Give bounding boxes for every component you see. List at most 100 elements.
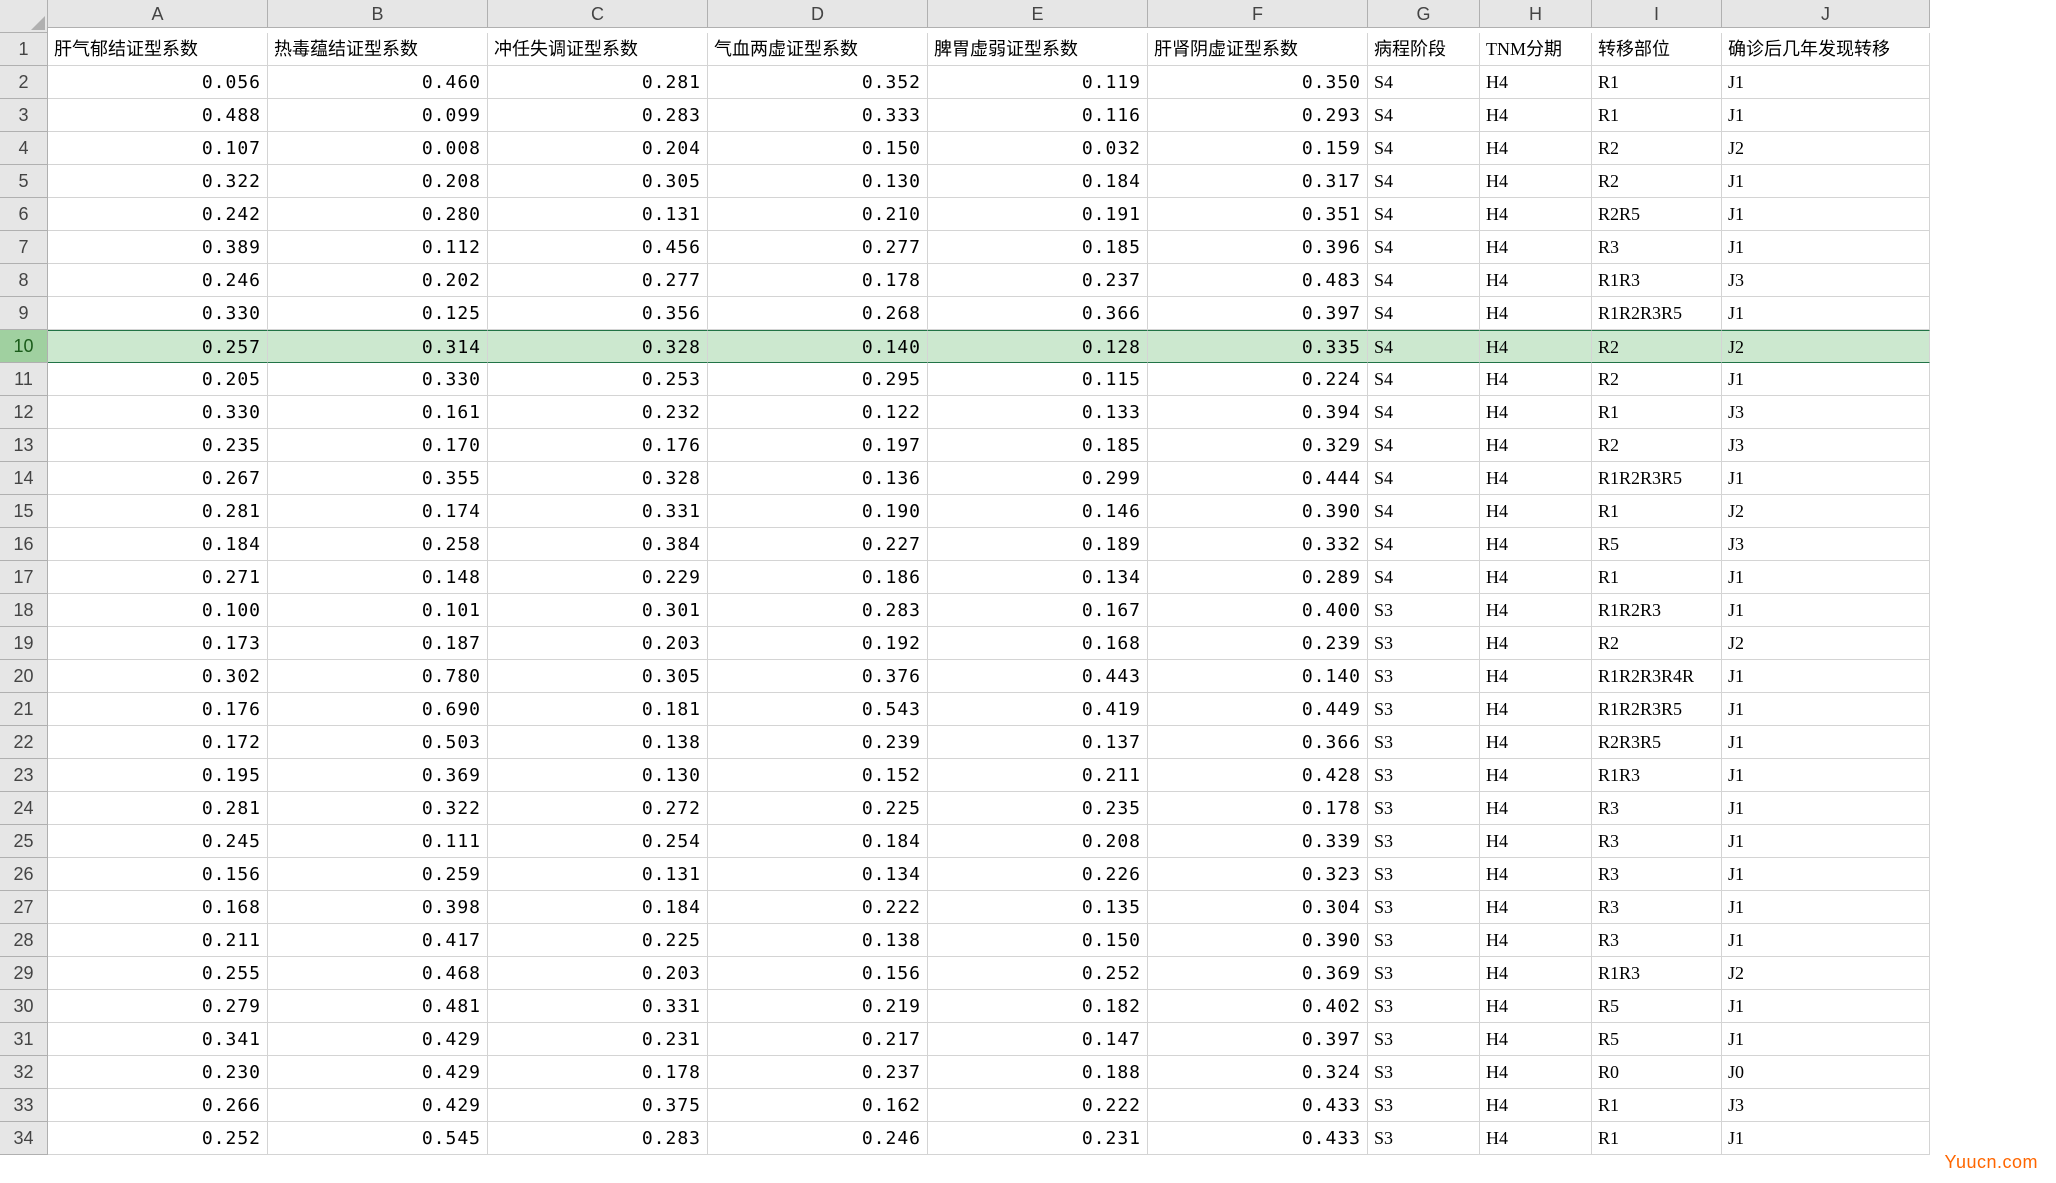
data-cell[interactable]: 0.279 [48,990,268,1023]
data-cell[interactable]: 0.323 [1148,858,1368,891]
column-header-F[interactable]: F [1148,0,1368,28]
data-cell[interactable]: S3 [1368,1122,1480,1155]
data-cell[interactable]: 0.317 [1148,165,1368,198]
data-cell[interactable]: 0.008 [268,132,488,165]
data-cell[interactable]: J2 [1722,957,1930,990]
data-cell[interactable]: 0.305 [488,165,708,198]
header-cell[interactable]: 病程阶段 [1368,33,1480,66]
data-cell[interactable]: 0.460 [268,66,488,99]
data-cell[interactable]: 0.255 [48,957,268,990]
data-cell[interactable]: J1 [1722,297,1930,330]
data-cell[interactable]: 0.266 [48,1089,268,1122]
data-cell[interactable]: 0.099 [268,99,488,132]
data-cell[interactable]: R1R2R3R5 [1592,693,1722,726]
data-cell[interactable]: 0.328 [488,330,708,363]
data-cell[interactable]: S4 [1368,462,1480,495]
data-cell[interactable]: R2 [1592,627,1722,660]
data-cell[interactable]: R3 [1592,891,1722,924]
data-cell[interactable]: 0.122 [708,396,928,429]
data-cell[interactable]: 0.483 [1148,264,1368,297]
header-cell[interactable]: 转移部位 [1592,33,1722,66]
data-cell[interactable]: S4 [1368,495,1480,528]
data-cell[interactable]: 0.780 [268,660,488,693]
data-cell[interactable]: J1 [1722,1023,1930,1056]
data-cell[interactable]: 0.397 [1148,297,1368,330]
data-cell[interactable]: 0.101 [268,594,488,627]
data-cell[interactable]: S4 [1368,66,1480,99]
data-cell[interactable]: 0.182 [928,990,1148,1023]
data-cell[interactable]: S4 [1368,297,1480,330]
header-cell[interactable]: 肝肾阴虚证型系数 [1148,33,1368,66]
header-cell[interactable]: 确诊后几年发现转移 [1722,33,1930,66]
row-header-16[interactable]: 16 [0,528,48,561]
data-cell[interactable]: 0.115 [928,363,1148,396]
data-cell[interactable]: 0.189 [928,528,1148,561]
header-cell[interactable]: 气血两虚证型系数 [708,33,928,66]
data-cell[interactable]: J3 [1722,429,1930,462]
data-cell[interactable]: 0.184 [708,825,928,858]
data-cell[interactable]: R0 [1592,1056,1722,1089]
data-cell[interactable]: H4 [1480,957,1592,990]
column-header-D[interactable]: D [708,0,928,28]
row-header-18[interactable]: 18 [0,594,48,627]
row-header-5[interactable]: 5 [0,165,48,198]
data-cell[interactable]: 0.181 [488,693,708,726]
data-cell[interactable]: J1 [1722,1122,1930,1155]
data-cell[interactable]: 0.341 [48,1023,268,1056]
data-cell[interactable]: S3 [1368,792,1480,825]
data-cell[interactable]: S3 [1368,924,1480,957]
data-cell[interactable]: 0.690 [268,693,488,726]
data-cell[interactable]: 0.225 [708,792,928,825]
data-cell[interactable]: 0.449 [1148,693,1368,726]
data-cell[interactable]: 0.503 [268,726,488,759]
column-header-I[interactable]: I [1592,0,1722,28]
data-cell[interactable]: J3 [1722,264,1930,297]
data-cell[interactable]: 0.178 [488,1056,708,1089]
row-header-1[interactable]: 1 [0,33,48,66]
data-cell[interactable]: 0.032 [928,132,1148,165]
data-cell[interactable]: S3 [1368,1056,1480,1089]
data-cell[interactable]: H4 [1480,132,1592,165]
data-cell[interactable]: H4 [1480,264,1592,297]
data-cell[interactable]: R1 [1592,66,1722,99]
data-cell[interactable]: R2 [1592,330,1722,363]
data-cell[interactable]: J1 [1722,726,1930,759]
data-cell[interactable]: 0.433 [1148,1089,1368,1122]
data-cell[interactable]: 0.134 [928,561,1148,594]
data-cell[interactable]: 0.148 [268,561,488,594]
data-cell[interactable]: 0.205 [48,363,268,396]
data-cell[interactable]: H4 [1480,858,1592,891]
data-cell[interactable]: 0.402 [1148,990,1368,1023]
data-cell[interactable]: J3 [1722,1089,1930,1122]
data-cell[interactable]: 0.271 [48,561,268,594]
data-cell[interactable]: 0.331 [488,495,708,528]
data-cell[interactable]: 0.304 [1148,891,1368,924]
data-cell[interactable]: H4 [1480,165,1592,198]
data-cell[interactable]: 0.147 [928,1023,1148,1056]
data-cell[interactable]: 0.429 [268,1089,488,1122]
row-header-25[interactable]: 25 [0,825,48,858]
data-cell[interactable]: J3 [1722,528,1930,561]
data-cell[interactable]: S3 [1368,726,1480,759]
data-cell[interactable]: 0.253 [488,363,708,396]
data-cell[interactable]: R3 [1592,792,1722,825]
data-cell[interactable]: 0.543 [708,693,928,726]
row-header-28[interactable]: 28 [0,924,48,957]
data-cell[interactable]: R5 [1592,1023,1722,1056]
data-cell[interactable]: 0.173 [48,627,268,660]
data-cell[interactable]: 0.375 [488,1089,708,1122]
data-cell[interactable]: 0.277 [488,264,708,297]
data-cell[interactable]: 0.301 [488,594,708,627]
data-cell[interactable]: 0.152 [708,759,928,792]
data-cell[interactable]: J1 [1722,99,1930,132]
data-cell[interactable]: 0.195 [48,759,268,792]
data-cell[interactable]: J1 [1722,990,1930,1023]
data-cell[interactable]: 0.210 [708,198,928,231]
data-cell[interactable]: R2 [1592,363,1722,396]
data-cell[interactable]: 0.355 [268,462,488,495]
data-cell[interactable]: 0.222 [928,1089,1148,1122]
data-cell[interactable]: H4 [1480,660,1592,693]
data-cell[interactable]: 0.137 [928,726,1148,759]
data-cell[interactable]: 0.156 [48,858,268,891]
data-cell[interactable]: 0.140 [708,330,928,363]
